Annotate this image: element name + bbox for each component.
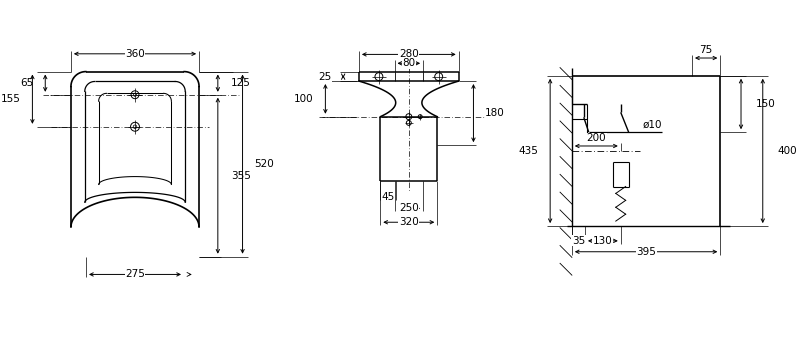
Text: 435: 435 xyxy=(518,146,538,156)
Text: 250: 250 xyxy=(399,203,418,213)
Text: 400: 400 xyxy=(778,146,798,156)
Text: 395: 395 xyxy=(636,247,656,257)
Text: 130: 130 xyxy=(593,236,613,246)
Text: 65: 65 xyxy=(20,78,34,88)
Text: 100: 100 xyxy=(294,94,314,104)
Text: 520: 520 xyxy=(254,159,274,169)
Text: 75: 75 xyxy=(699,45,713,55)
Text: 355: 355 xyxy=(230,171,250,181)
Text: 35: 35 xyxy=(572,236,585,246)
Text: 280: 280 xyxy=(399,50,418,59)
Text: 150: 150 xyxy=(756,99,775,109)
Text: 275: 275 xyxy=(125,269,145,280)
Text: 125: 125 xyxy=(230,78,250,88)
Text: 45: 45 xyxy=(382,192,395,201)
Text: 360: 360 xyxy=(125,49,145,59)
Text: 25: 25 xyxy=(318,72,331,82)
Text: ø10: ø10 xyxy=(642,119,662,129)
Text: 80: 80 xyxy=(402,58,415,68)
Text: 200: 200 xyxy=(586,133,606,143)
Text: 155: 155 xyxy=(1,94,21,104)
Text: 180: 180 xyxy=(486,108,505,118)
Text: 320: 320 xyxy=(399,217,418,227)
